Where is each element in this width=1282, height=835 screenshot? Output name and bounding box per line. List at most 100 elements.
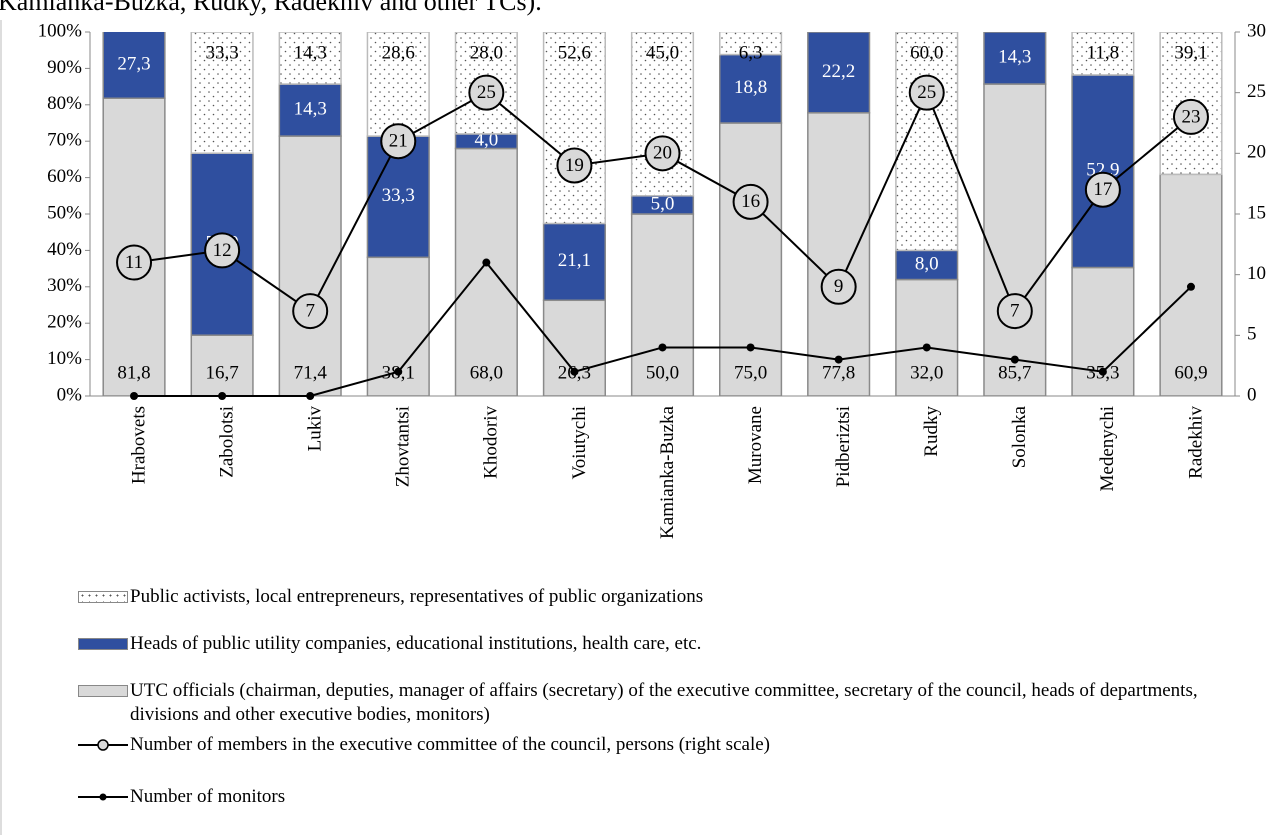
bar-segment — [1071, 266, 1135, 396]
bar-segment — [807, 32, 871, 114]
data-label: 21,1 — [558, 250, 591, 271]
legend-label: Heads of public utility companies, educa… — [130, 633, 702, 654]
marker — [482, 258, 491, 267]
y-tick-label: 20% — [47, 312, 82, 333]
data-label: 21 — [389, 131, 408, 152]
marker — [922, 343, 931, 352]
marker — [292, 293, 329, 330]
data-label: 9 — [834, 276, 844, 297]
x-tick-label: Murovane — [745, 406, 766, 484]
y2-tick-label: 20 — [1247, 142, 1266, 163]
data-label: 45,0 — [646, 42, 679, 63]
y-tick-label: 40% — [47, 239, 82, 260]
marker — [820, 268, 857, 305]
data-label: 81,8 — [117, 362, 150, 383]
y2-tick-label: 30 — [1247, 20, 1266, 41]
x-tick-label: Lukiv — [305, 406, 326, 452]
data-label: 28,0 — [470, 42, 503, 63]
legend-label: Number of members in the executive commi… — [130, 734, 770, 755]
x-tick-label: Voiutychi — [569, 406, 590, 480]
data-label: 71,4 — [294, 362, 328, 383]
data-label: 22,2 — [822, 61, 855, 82]
bar-segment — [983, 83, 1047, 396]
y-tick-label: 50% — [47, 202, 82, 223]
legend-item: Public activists, local entrepreneurs, r… — [78, 585, 1268, 609]
data-label: 19 — [565, 155, 584, 176]
bar-segment — [719, 32, 783, 56]
data-label: 5,0 — [651, 193, 675, 214]
marker — [204, 232, 241, 269]
marker — [644, 135, 681, 172]
y2-tick-label: 0 — [1247, 384, 1257, 405]
data-label: 25 — [477, 82, 496, 103]
x-tick-label: Zhovtantsi — [393, 406, 414, 487]
marker — [1098, 367, 1107, 376]
data-label: 8,0 — [915, 253, 939, 274]
marker — [1172, 98, 1209, 135]
bar-segment — [719, 53, 783, 124]
data-label: 68,0 — [470, 362, 503, 383]
data-label: 4,0 — [474, 130, 498, 151]
marker — [1186, 282, 1195, 291]
legend-swatch — [78, 591, 128, 603]
data-label: 14,3 — [998, 46, 1031, 67]
marker — [1010, 355, 1019, 364]
bar-segment — [630, 213, 695, 396]
y-tick-label: 10% — [47, 348, 82, 369]
bar-segment — [542, 222, 606, 302]
data-label: 50,0 — [646, 362, 679, 383]
data-label: 25 — [917, 82, 936, 103]
x-tick-label: Kamianka-Buzka — [657, 405, 678, 539]
bar-segment — [542, 32, 606, 225]
marker — [380, 123, 417, 160]
marker — [468, 74, 505, 111]
y-tick-label: 100% — [38, 20, 83, 41]
marker — [130, 392, 139, 400]
legend-swatch — [78, 788, 128, 812]
marker — [732, 183, 769, 220]
data-label: 18,8 — [734, 77, 767, 98]
bar-segment — [1071, 74, 1135, 269]
y2-tick-label: 15 — [1247, 202, 1266, 223]
y-tick-label: 70% — [47, 130, 82, 151]
marker — [570, 367, 579, 376]
bar-segment — [190, 32, 254, 154]
bar-segment — [807, 112, 871, 396]
y2-tick-label: 5 — [1247, 324, 1257, 345]
y-tick-label: 90% — [47, 57, 82, 78]
marker — [908, 74, 945, 111]
data-label: 12 — [213, 240, 232, 261]
x-tick-label: Solonka — [1009, 405, 1030, 468]
x-tick-label: Medenychi — [1097, 406, 1118, 491]
x-tick-label: Rudky — [921, 406, 942, 457]
legend-swatch — [78, 685, 128, 697]
marker — [1084, 171, 1121, 208]
y2-tick-label: 25 — [1247, 81, 1266, 102]
data-label: 32,0 — [910, 362, 943, 383]
data-label: 17 — [1093, 179, 1112, 200]
data-label: 77,8 — [822, 362, 855, 383]
legend-swatch — [78, 736, 128, 760]
data-label: 60,0 — [910, 42, 943, 63]
y2-tick-label: 10 — [1247, 263, 1266, 284]
bar-segment — [454, 147, 518, 396]
bar-segment — [895, 278, 959, 396]
y-tick-label: 60% — [47, 166, 82, 187]
bar-segment — [983, 32, 1047, 85]
data-label: 11 — [125, 252, 143, 273]
y-tick-label: 80% — [47, 93, 82, 114]
data-label: 33,3 — [205, 42, 238, 63]
marker — [834, 355, 843, 364]
marker — [556, 147, 593, 184]
bar-segment — [278, 135, 342, 396]
x-tick-label: Zabolotsi — [216, 406, 237, 478]
data-label: 7 — [1010, 300, 1020, 321]
y-tick-label: 0% — [57, 384, 83, 405]
marker — [394, 367, 403, 376]
data-label: 39,1 — [1174, 42, 1207, 63]
y-tick-label: 30% — [47, 275, 82, 296]
data-label: 75,0 — [734, 362, 767, 383]
marker — [116, 244, 153, 281]
data-label: 28,6 — [382, 42, 415, 63]
data-label: 27,3 — [117, 53, 150, 74]
